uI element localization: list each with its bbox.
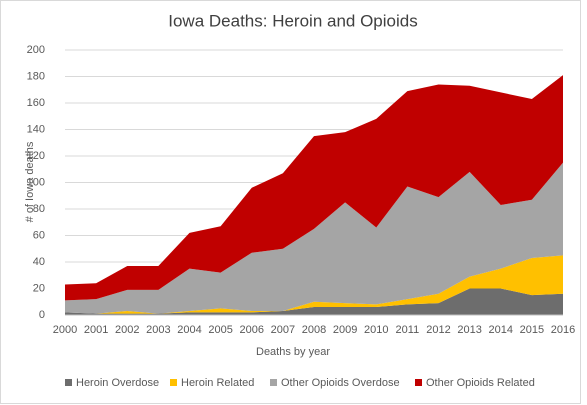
y-tick-label: 200	[27, 44, 45, 56]
legend-label: Other Opioids Related	[426, 377, 535, 389]
y-tick-label: 40	[33, 256, 45, 268]
x-tick-label: 2015	[520, 324, 544, 336]
y-tick-label: 120	[27, 150, 45, 162]
x-tick-label: 2002	[115, 324, 139, 336]
y-tick-label: 140	[27, 123, 45, 135]
legend-swatch	[170, 379, 177, 386]
y-tick-label: 100	[27, 176, 45, 188]
x-tick-label: 2014	[489, 324, 513, 336]
y-tick-label: 60	[33, 229, 45, 241]
x-tick-label: 2007	[271, 324, 295, 336]
area	[65, 162, 563, 314]
x-tick-label: 2004	[177, 324, 201, 336]
area	[65, 255, 563, 314]
legend-label: Other Opioids Overdose	[281, 377, 400, 389]
chart-title: Iowa Deaths: Heroin and Opioids	[168, 11, 417, 30]
y-tick-label: 0	[39, 309, 45, 321]
legend-label: Heroin Related	[181, 377, 254, 389]
x-tick-label: 2012	[426, 324, 450, 336]
x-tick-label: 2011	[396, 324, 420, 336]
x-tick-label: 2010	[364, 324, 388, 336]
y-tick-label: 180	[27, 70, 45, 82]
x-tick-label: 2008	[302, 324, 326, 336]
x-tick-label: 2000	[53, 324, 77, 336]
area	[65, 75, 563, 301]
x-tick-label: 2003	[146, 324, 170, 336]
x-tick-label: 2005	[208, 324, 232, 336]
y-axis-label: # of Iowa deaths	[24, 141, 36, 222]
x-tick-label: 2001	[84, 324, 108, 336]
y-tick-label: 80	[33, 203, 45, 215]
x-axis-label: Deaths by year	[256, 346, 330, 358]
legend-swatch	[415, 379, 422, 386]
x-tick-label: 2009	[333, 324, 357, 336]
y-tick-label: 20	[33, 282, 45, 294]
legend-label: Heroin Overdose	[76, 377, 159, 389]
legend-swatch	[270, 379, 277, 386]
legend-swatch	[65, 379, 72, 386]
area	[65, 288, 563, 315]
y-tick-label: 160	[27, 97, 45, 109]
x-tick-label: 2013	[457, 324, 481, 336]
x-tick-label: 2006	[240, 324, 264, 336]
x-tick-label: 2016	[551, 324, 575, 336]
